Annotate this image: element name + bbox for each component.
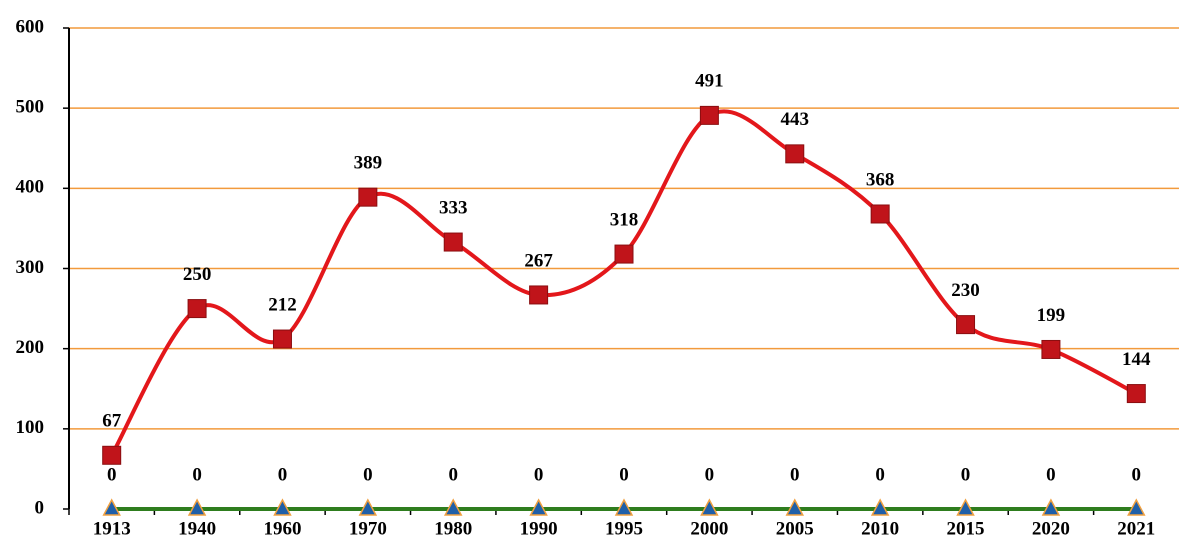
x-tick-label: 1990: [520, 518, 558, 539]
y-tick-label: 200: [16, 337, 45, 358]
x-tick-label: 2005: [776, 518, 814, 539]
x-tick-label: 2000: [690, 518, 728, 539]
x-tick-label: 1980: [434, 518, 472, 539]
marker: [529, 498, 548, 516]
marker: [870, 204, 890, 224]
y-tick-label: 100: [16, 417, 45, 438]
data-label: 0: [619, 464, 629, 485]
x-tick-label: 1960: [263, 518, 301, 539]
data-label: 318: [610, 209, 639, 230]
marker: [358, 498, 378, 516]
y-tick-label: 400: [16, 177, 45, 198]
data-label: 0: [278, 464, 288, 485]
data-label: 67: [102, 411, 122, 432]
marker: [1041, 498, 1061, 516]
data-label: 0: [1132, 464, 1142, 485]
marker: [273, 498, 292, 516]
data-label: 212: [268, 294, 297, 315]
marker: [699, 105, 719, 125]
marker: [956, 498, 975, 516]
x-tick-label: 1940: [178, 518, 216, 539]
data-label: 0: [363, 464, 373, 485]
marker: [187, 299, 207, 319]
marker: [443, 498, 463, 516]
marker: [1041, 339, 1061, 359]
marker: [102, 445, 122, 465]
marker: [443, 232, 463, 252]
y-tick-label: 500: [16, 97, 45, 118]
data-label: 267: [524, 250, 553, 271]
marker: [956, 315, 976, 335]
x-tick-label: 1970: [349, 518, 387, 539]
data-label: 0: [192, 464, 202, 485]
marker: [187, 498, 207, 516]
line: [109, 109, 1138, 457]
y-tick-label: 0: [35, 497, 45, 518]
x-tick-label: 2020: [1032, 518, 1070, 539]
marker: [102, 498, 121, 516]
data-label: 443: [781, 109, 810, 130]
data-label: 368: [866, 169, 895, 190]
data-label: 230: [951, 280, 980, 301]
marker: [1127, 498, 1146, 516]
data-label: 0: [705, 464, 715, 485]
marker: [529, 285, 549, 305]
marker: [785, 498, 805, 516]
data-label: 0: [875, 464, 885, 485]
x-tick-label: 2015: [947, 518, 985, 539]
data-label: 0: [448, 464, 458, 485]
marker: [700, 498, 719, 516]
data-label: 199: [1037, 305, 1066, 326]
data-label: 0: [534, 464, 544, 485]
marker: [1126, 384, 1146, 404]
marker: [358, 187, 378, 207]
data-label: 333: [439, 197, 468, 218]
y-tick-label: 300: [16, 257, 45, 278]
x-tick-label: 1995: [605, 518, 643, 539]
y-tick-label: 600: [16, 16, 45, 37]
data-label: 0: [961, 464, 971, 485]
data-label: 389: [354, 153, 383, 174]
data-label: 0: [107, 464, 117, 485]
data-label: 0: [1046, 464, 1056, 485]
data-label: 491: [695, 71, 724, 92]
data-label: 250: [183, 264, 212, 285]
marker: [785, 144, 805, 164]
marker: [614, 244, 634, 264]
marker: [614, 498, 634, 516]
data-label: 0: [790, 464, 800, 485]
marker: [272, 329, 292, 349]
marker: [870, 498, 890, 516]
x-tick-label: 2021: [1117, 518, 1155, 539]
x-tick-label: 2010: [861, 518, 899, 539]
data-label: 144: [1122, 349, 1151, 370]
x-tick-label: 1913: [93, 518, 131, 539]
